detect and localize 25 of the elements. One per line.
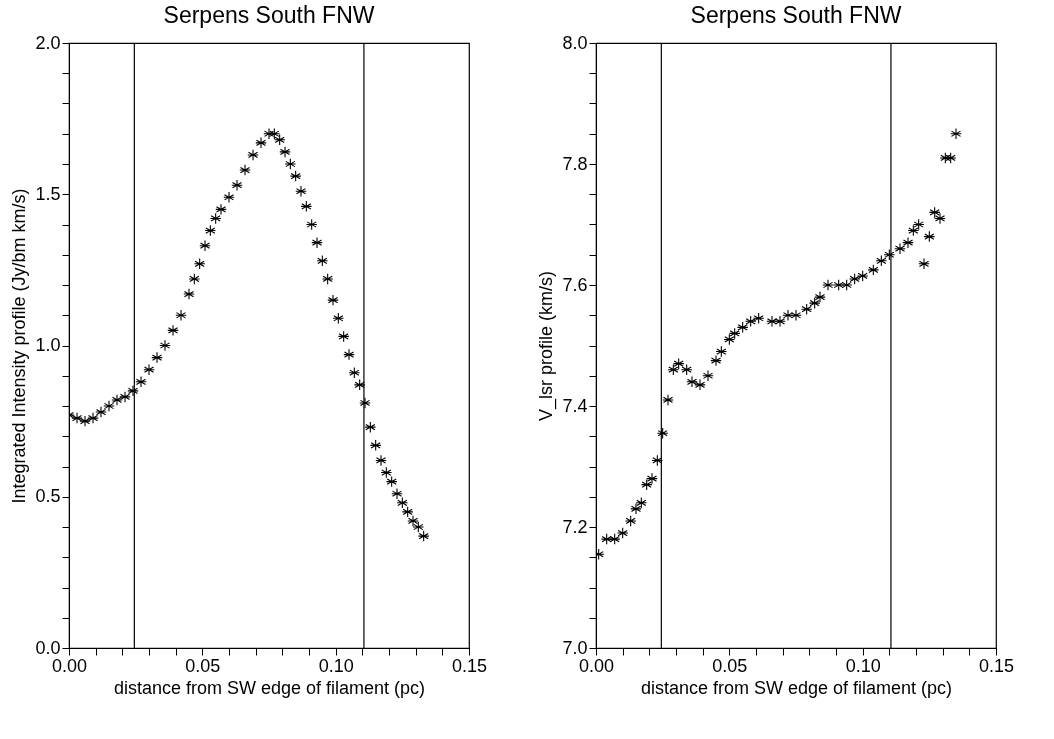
y-tick-label: 2.0 — [35, 32, 61, 53]
x-tick-label: 0.15 — [978, 655, 1015, 676]
x-tick-label: 0.10 — [845, 655, 881, 676]
x-tick-label: 0.10 — [318, 655, 354, 676]
y-tick-label: 1.5 — [35, 183, 61, 204]
y-axis-title: V_lsr profile (km/s) — [536, 270, 558, 422]
chart-title: Serpens South FNW — [163, 2, 375, 28]
y-tick-label: 7.4 — [562, 395, 588, 416]
x-tick-label: 0.15 — [451, 655, 488, 676]
x-tick-label: 0.05 — [185, 655, 221, 676]
y-tick-label: 7.8 — [562, 153, 588, 174]
y-axis-title: Integrated Intensity profile (Jy/bm km/s) — [9, 188, 30, 504]
y-tick-label: 8.0 — [562, 32, 588, 53]
chart-title: Serpens South FNW — [690, 2, 902, 28]
y-tick-label: 7.2 — [562, 516, 588, 537]
y-tick-label: 0.5 — [35, 486, 61, 507]
x-axis-title: distance from SW edge of filament (pc) — [113, 677, 426, 698]
x-tick-label: 0.05 — [712, 655, 748, 676]
y-tick-label: 7.0 — [562, 637, 588, 658]
x-tick-label: 0.00 — [51, 655, 88, 676]
y-tick-label: 1.0 — [35, 335, 61, 355]
y-tick-label: 7.6 — [562, 274, 588, 295]
x-axis-title: distance from SW edge of filament (pc) — [640, 677, 953, 698]
y-tick-label: 0.0 — [35, 637, 61, 658]
x-tick-label: 0.00 — [578, 655, 615, 676]
